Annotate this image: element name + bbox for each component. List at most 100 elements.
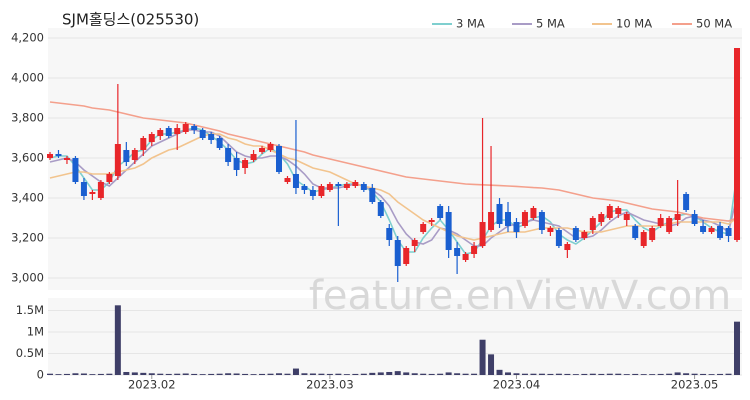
- volume-bar: [683, 373, 690, 375]
- volume-bar: [165, 373, 172, 375]
- volume-bar: [479, 339, 486, 375]
- legend-label: 5 MA: [536, 17, 565, 31]
- candle-body: [284, 178, 291, 182]
- candle-body: [360, 184, 367, 190]
- candle-body: [420, 224, 427, 232]
- candle-body: [555, 230, 562, 246]
- candle-body: [428, 220, 435, 222]
- candle-body: [657, 218, 664, 226]
- volume-bar: [284, 373, 291, 375]
- volume-bar: [55, 374, 62, 375]
- candle-body: [157, 130, 164, 136]
- volume-bar: [276, 373, 282, 375]
- candle-body: [326, 184, 333, 190]
- volume-bar: [157, 373, 164, 375]
- volume-bar: [488, 354, 495, 375]
- candle-body: [259, 148, 266, 152]
- candle-body: [547, 228, 554, 232]
- candle-body: [72, 158, 79, 182]
- volume-bar: [225, 373, 232, 375]
- candle-body: [666, 218, 673, 232]
- candle-body: [717, 226, 724, 238]
- candle-body: [80, 182, 87, 196]
- candle-body: [403, 248, 410, 264]
- candle-body: [242, 160, 249, 168]
- volume-bar: [538, 373, 545, 375]
- volume-bar: [292, 368, 299, 375]
- volume-bar: [734, 321, 740, 375]
- candle-body: [47, 154, 53, 158]
- legend-label: 50 MA: [696, 17, 732, 31]
- candle-body: [216, 138, 223, 148]
- candle-body: [394, 240, 401, 266]
- volume-bar: [572, 374, 579, 375]
- volume-bar: [63, 373, 70, 375]
- volume-bar: [259, 373, 266, 375]
- volume-bar: [420, 373, 427, 375]
- candle-body: [445, 212, 452, 250]
- volume-bar: [403, 372, 410, 375]
- volume-bar: [97, 373, 104, 375]
- volume-bar: [267, 373, 274, 375]
- volume-bar: [445, 372, 452, 375]
- legend-label: 3 MA: [456, 17, 485, 31]
- candle-body: [318, 186, 325, 196]
- candle-body: [683, 194, 690, 210]
- x-tick-label: 2023.04: [493, 378, 541, 392]
- candle-body: [496, 204, 503, 224]
- y-tick-label: 1M: [27, 324, 44, 338]
- candle-body: [97, 182, 104, 198]
- x-tick-label: 2023.02: [128, 378, 176, 392]
- volume-bar: [343, 374, 350, 375]
- candle-body: [564, 244, 571, 250]
- y-tick-label: 4,000: [11, 71, 44, 85]
- candle-body: [301, 186, 308, 190]
- volume-bar: [657, 373, 664, 375]
- volume-bar: [47, 373, 53, 375]
- volume-bar: [326, 373, 333, 375]
- x-tick-label: 2023.05: [671, 378, 719, 392]
- y-tick-label: 1.5M: [16, 303, 44, 317]
- volume-bar: [174, 373, 181, 375]
- volume-bar: [708, 374, 715, 375]
- volume-bar: [191, 373, 198, 375]
- chart-title: SJM홀딩스(025530): [62, 11, 199, 29]
- candle-body: [123, 150, 130, 162]
- candle-body: [148, 134, 155, 142]
- volume-bar: [700, 373, 707, 375]
- candle-body: [471, 246, 478, 254]
- volume-bar: [555, 373, 562, 375]
- candle-body: [309, 190, 316, 196]
- volume-bar: [377, 372, 384, 375]
- candle-body: [454, 248, 461, 256]
- y-tick-label: 4,200: [11, 31, 44, 45]
- candle-body: [174, 128, 181, 134]
- volume-bar: [632, 373, 639, 375]
- ma-line: [49, 133, 738, 241]
- volume-bar: [411, 373, 418, 375]
- volume-bar: [182, 373, 189, 375]
- candle-body: [615, 208, 622, 214]
- candle-body: [479, 222, 486, 246]
- candle-body: [734, 48, 740, 240]
- volume-bar: [386, 371, 393, 375]
- candle-body: [623, 214, 630, 220]
- volume-bar: [242, 373, 249, 375]
- candle-body: [225, 148, 232, 162]
- candle-body: [581, 232, 588, 238]
- volume-bar: [623, 374, 630, 375]
- volume-bar: [89, 374, 96, 375]
- watermark: feature.enViewV.com: [309, 273, 731, 319]
- volume-bar: [581, 373, 588, 375]
- candle-body: [165, 128, 172, 136]
- candle-body: [267, 144, 274, 150]
- candle-body: [182, 124, 189, 132]
- candle-body: [343, 184, 350, 188]
- candle-body: [292, 174, 299, 188]
- volume-bar: [471, 373, 478, 375]
- volume-bar: [530, 373, 537, 375]
- volume-bar: [123, 371, 130, 375]
- candle-body: [530, 208, 537, 218]
- volume-bar: [598, 373, 605, 375]
